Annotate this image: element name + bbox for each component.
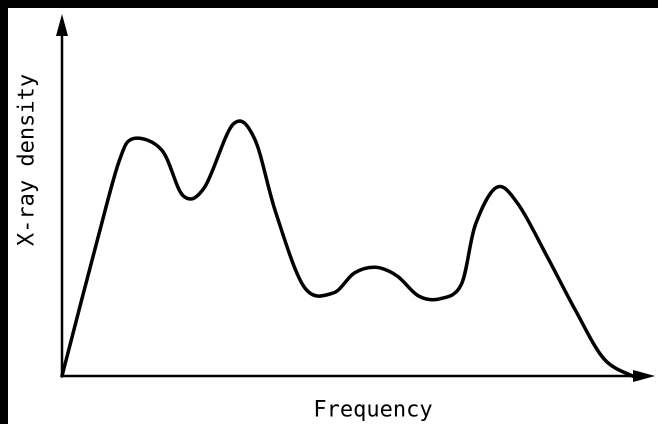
series-line: [60, 119, 635, 378]
x-axis-label: Frequency: [313, 397, 433, 423]
x-axis-arrowhead: [633, 370, 655, 382]
chart-canvas: [8, 8, 658, 424]
y-axis-arrowhead: [56, 14, 68, 36]
y-axis-label: X-ray density: [14, 73, 40, 247]
